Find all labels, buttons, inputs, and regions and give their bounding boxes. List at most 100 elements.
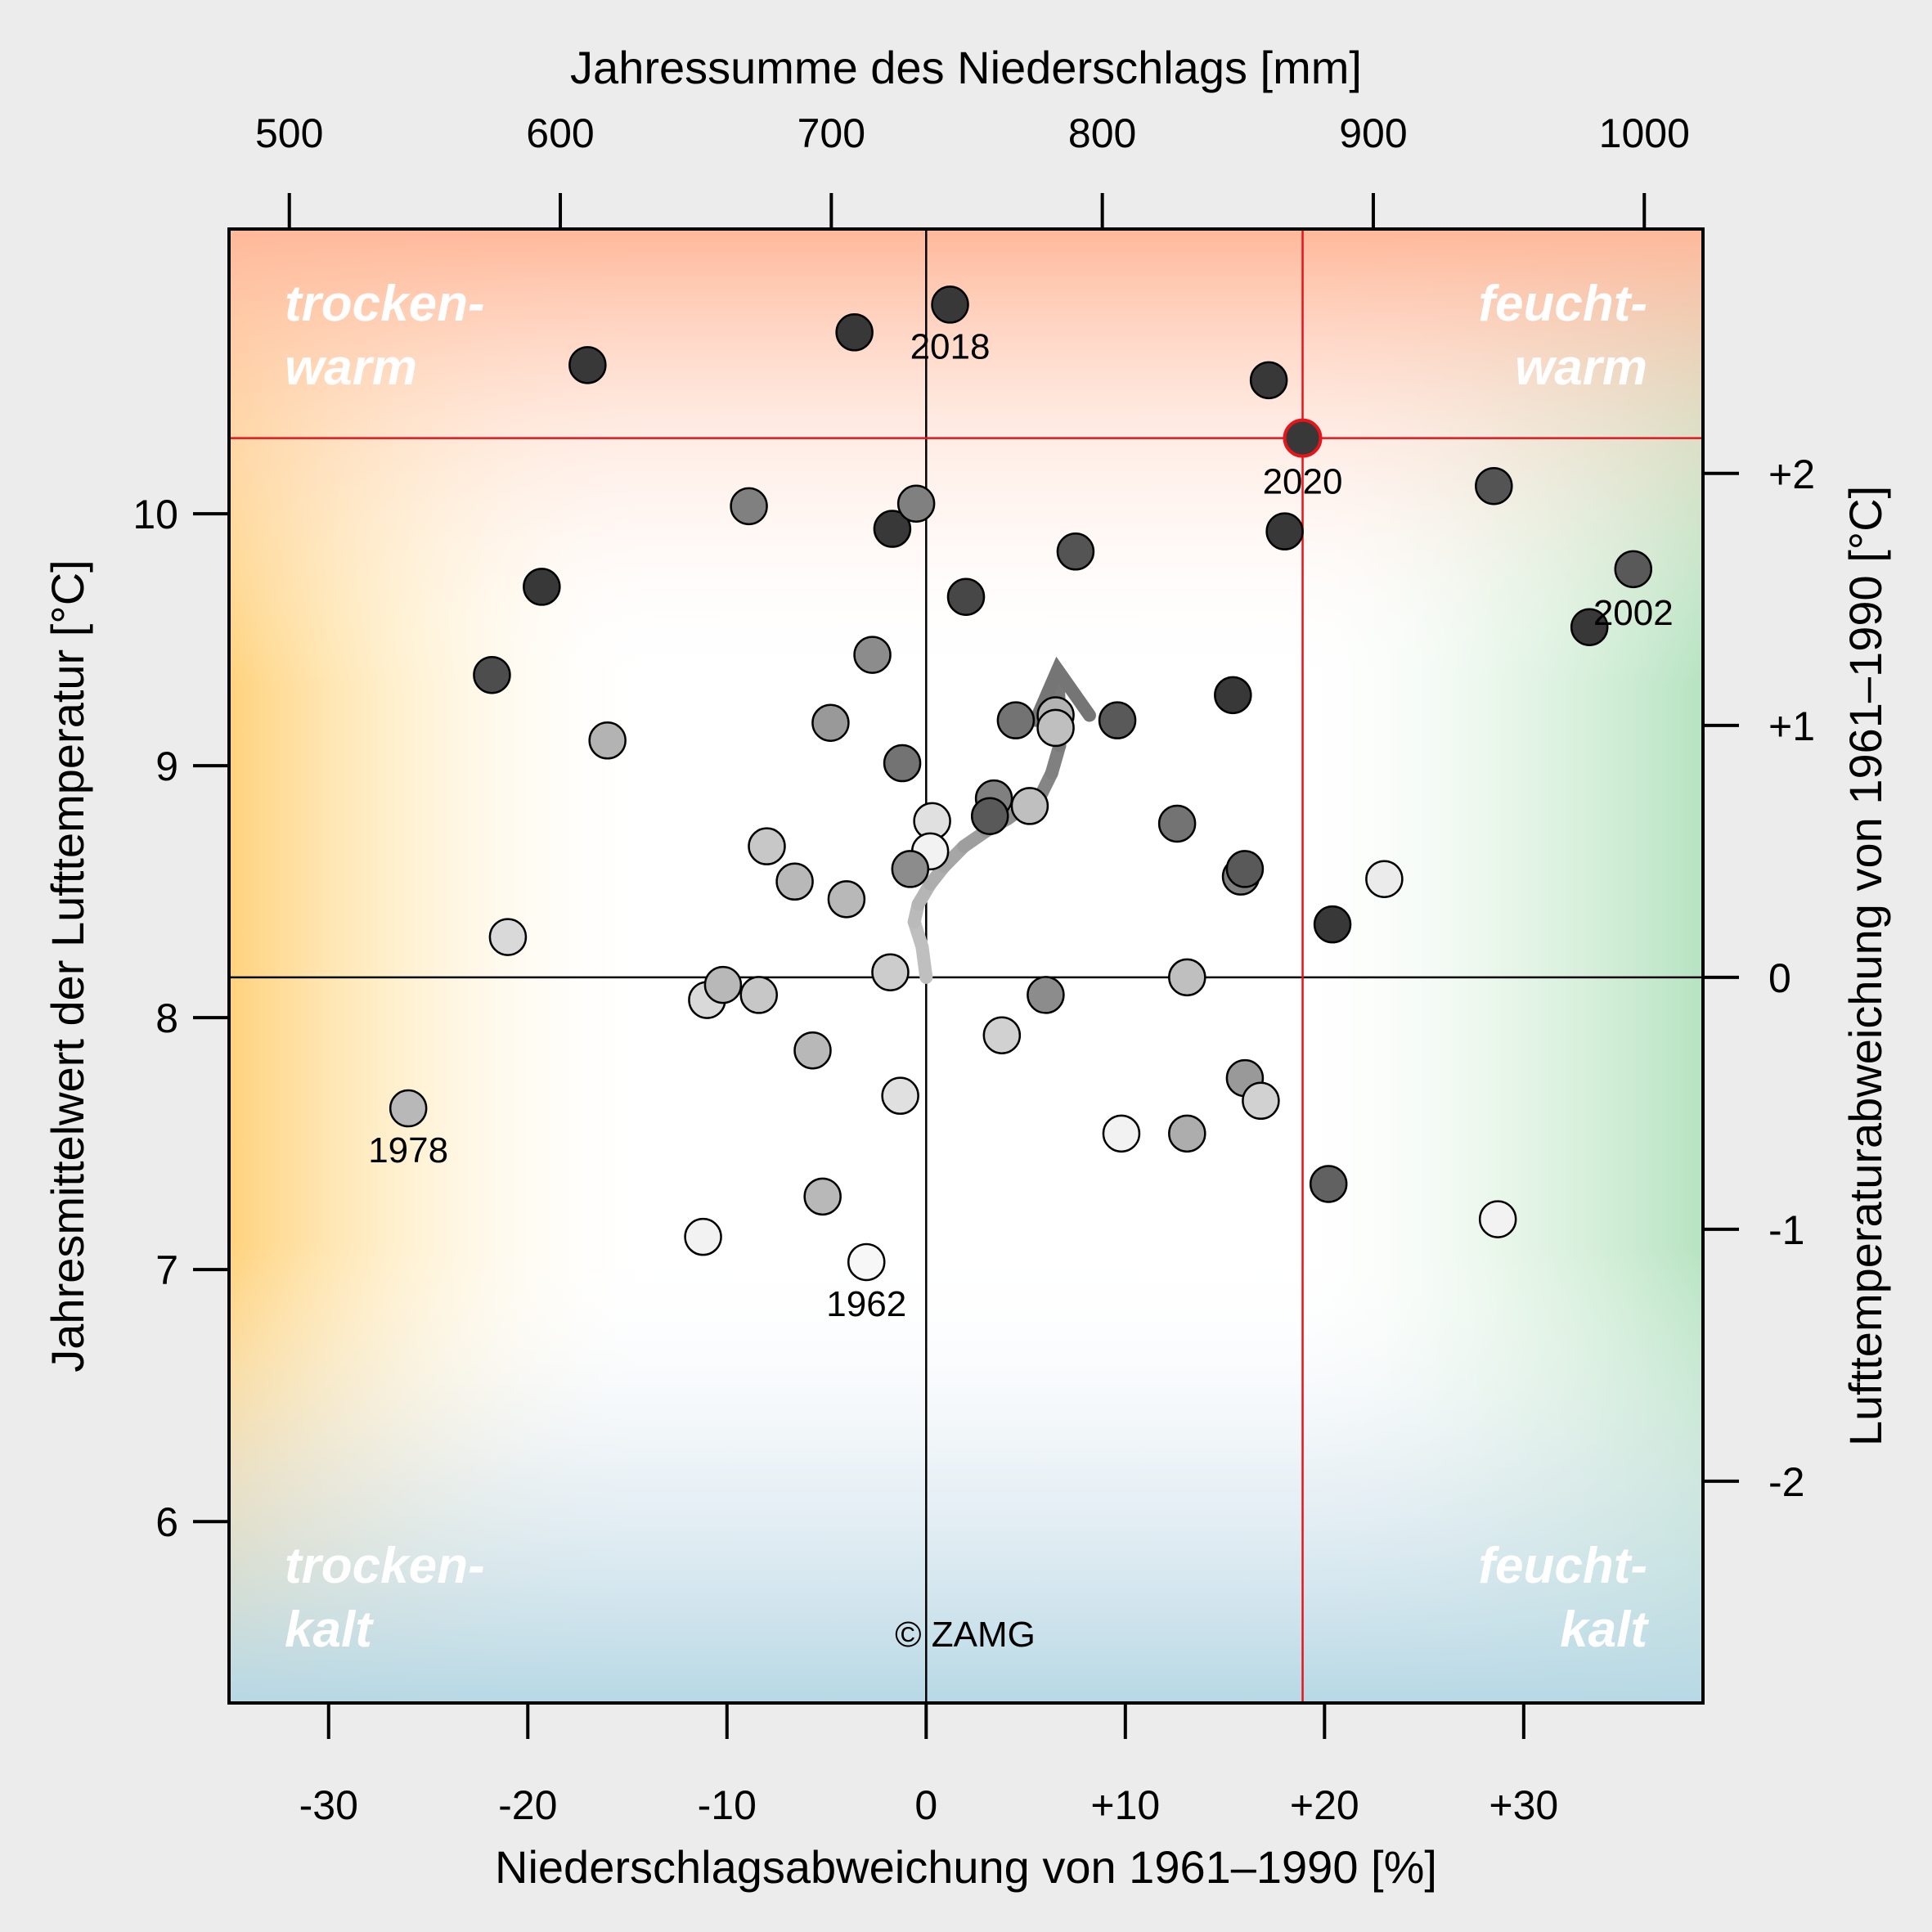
data-point [730,487,768,526]
plot-background [229,229,1703,1703]
data-point [703,965,743,1004]
y-axis-title-right: Lufttemperaturabweichung von 1961–1990 [… [1840,486,1891,1446]
data-point [1475,466,1513,505]
data-point [811,703,850,742]
data-point [803,1177,842,1216]
x-tick-label-bottom: -10 [698,1782,757,1828]
x-tick-label-bottom: -30 [299,1782,358,1828]
x-tick-label-top: 600 [526,110,594,156]
data-point [488,918,528,956]
quad-top-right-line1: feucht- [1478,276,1647,332]
x-tick-label-top: 900 [1339,110,1407,156]
data-point [1478,1200,1517,1238]
data-point [1570,608,1609,646]
data-point [775,862,814,901]
data-point [1249,361,1288,400]
x-tick-label-top: 800 [1068,110,1136,156]
quad-bottom-left-line2: kalt [285,1602,374,1658]
point-label: 1978 [368,1130,448,1170]
point-label: 2018 [910,326,991,366]
data-point [970,797,1009,835]
copyright-label: © ZAMG [895,1615,1036,1655]
y-tick-label-left: 8 [155,995,178,1041]
data-point [1168,958,1206,997]
data-point [1010,787,1049,825]
data-point [881,1076,919,1115]
quad-bottom-right-line2: kalt [1560,1602,1649,1658]
y-tick-label-right: +2 [1768,452,1815,497]
axis-left: 6 7 8 9 10 [133,492,229,1545]
y-tick-label-right: -2 [1768,1459,1804,1505]
y-tick-label-left: 9 [155,744,178,789]
data-point [883,744,922,783]
data-point [1036,708,1075,748]
data-point [1157,804,1197,843]
data-point [1102,1114,1141,1153]
data-point [891,850,930,888]
plot-frame [227,227,1705,1705]
axis-right: -2 -1 0 +1 +2 [1703,452,1815,1505]
data-point [946,577,986,616]
data-point [588,721,627,760]
highlight-label: 2020 [1263,462,1343,502]
point-labels: 1978 1962 2018 2002 2020 [368,326,1673,1324]
data-point [523,568,561,606]
data-point [1242,1081,1280,1121]
x-tick-label-bottom: +20 [1290,1782,1359,1828]
data-point [1214,676,1252,715]
point-label: 1962 [826,1284,906,1324]
data-point [896,484,936,523]
data-point [873,510,912,548]
data-point [748,827,786,865]
data-point [982,1016,1022,1054]
data-point [739,976,778,1014]
data-point [1614,550,1653,589]
x-axis-title-bottom: Niederschlagsabweichung von 1961–1990 [%… [495,1841,1437,1893]
data-point [931,285,969,324]
y-tick-label-right: +1 [1768,703,1815,749]
data-point [1313,905,1352,944]
point-label: 2002 [1593,593,1674,633]
data-point-highlight [1283,418,1323,458]
data-point [473,655,511,694]
x-axis-title-top: Jahressumme des Niederschlags [mm] [570,42,1362,93]
data-point [847,1242,886,1282]
data-point [1168,1114,1206,1153]
x-tick-label-top: 1000 [1599,110,1690,156]
data-point [793,1031,832,1070]
quad-top-left-line2: warm [285,339,417,396]
data-point [1365,860,1404,898]
data-point [827,880,866,919]
x-tick-label-bottom: -20 [498,1782,557,1828]
y-tick-label-right: 0 [1768,955,1791,1001]
data-point [1098,701,1137,739]
x-tick-label-top: 500 [255,110,323,156]
data-point [389,1089,428,1128]
y-tick-label-right: -1 [1768,1207,1804,1253]
x-tick-label-bottom: +10 [1090,1782,1160,1828]
axis-top: 500 600 700 800 900 1000 [255,110,1690,229]
data-point [996,701,1036,739]
quad-top-left-line1: trocken- [285,276,485,332]
data-point [1056,532,1095,571]
quad-top-right-line2: warm [1515,339,1647,396]
data-point [1265,512,1304,550]
quad-bottom-right-line1: feucht- [1478,1538,1647,1594]
quad-bottom-left-line1: trocken- [285,1538,485,1594]
data-point [684,1217,722,1256]
x-tick-label-bottom: +30 [1489,1782,1558,1828]
y-tick-label-left: 7 [155,1247,178,1293]
data-point [835,313,874,352]
x-tick-label-bottom: 0 [914,1782,937,1828]
data-point [1309,1165,1348,1203]
data-point [1027,976,1065,1014]
y-tick-label-left: 10 [133,492,178,537]
data-point [568,346,607,384]
data-point [853,636,892,674]
quadrant-labels: trocken- warm feucht- warm trocken- kalt… [285,276,1649,1658]
x-tick-label-top: 700 [798,110,865,156]
y-axis-title-left: Jahresmittelwert der Lufttemperatur [°C] [42,559,93,1372]
axis-bottom: -30 -20 -10 0 +10 +20 +30 [299,1703,1558,1828]
data-points [389,285,1653,1282]
